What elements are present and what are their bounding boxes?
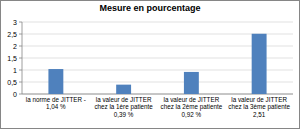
y-tick	[19, 22, 22, 23]
y-tick	[19, 46, 22, 47]
chart-frame	[1, 1, 300, 129]
y-tick	[19, 70, 22, 71]
y-tick-label: 1	[13, 67, 17, 74]
y-tick-label: 0,5	[7, 79, 17, 86]
bar	[184, 72, 199, 94]
y-tick	[19, 82, 22, 83]
bar	[116, 85, 131, 94]
chart: Mesure en pourcentage 0 0,5 1 1,5 2 2,5 3 la nor…	[0, 0, 300, 129]
bar	[48, 69, 63, 94]
title: Mesure en pourcentage	[99, 3, 200, 13]
y-tick	[19, 58, 22, 59]
x-tick-label: la valeur de JITTERchez la 2ème patiente…	[161, 96, 223, 118]
y-tick	[19, 94, 22, 95]
y-tick-label: 2	[13, 43, 17, 50]
y-axis	[22, 22, 23, 94]
bar	[252, 34, 267, 94]
x-tick-label: la valeur de JITTERchez la 1ère patiente…	[94, 96, 153, 118]
y-tick-label: 1,5	[7, 55, 17, 62]
y-tick-label: 2,5	[7, 31, 17, 38]
bars	[48, 34, 266, 94]
y-tick-label: 0	[13, 91, 17, 98]
x-tick-label: la norme de JITTER -1,04 %	[26, 96, 86, 110]
y-tick-label: 3	[13, 19, 17, 26]
grid-line	[22, 22, 293, 23]
y-tick	[19, 34, 22, 35]
x-tick-label: la valeur de JITTERchez la 3ème patiente…	[228, 96, 290, 118]
